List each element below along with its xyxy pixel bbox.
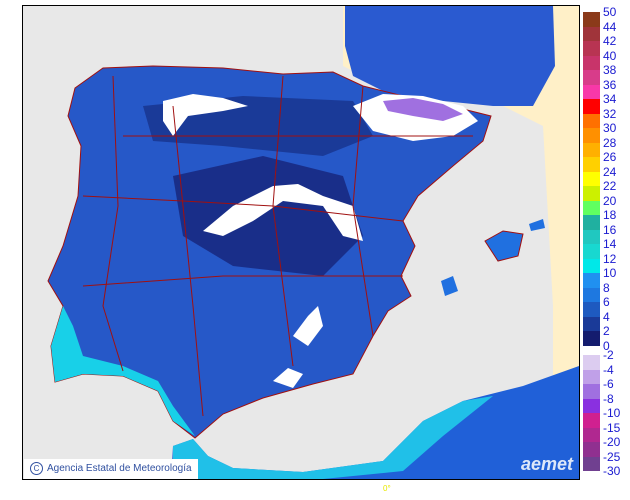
snow-south: [273, 368, 303, 388]
legend-bin: [583, 369, 600, 384]
legend-label: 4: [603, 309, 610, 324]
legend-label: 2: [603, 324, 610, 338]
legend-bin: [583, 258, 600, 273]
africa-land: [171, 366, 579, 479]
legend-label: -10: [603, 406, 621, 420]
legend-label: 16: [603, 222, 617, 237]
legend-label: 44: [603, 19, 617, 34]
province-borders: [82, 75, 473, 417]
legend-label: 26: [603, 150, 617, 164]
ibiza: [441, 276, 458, 296]
legend-bin: [583, 355, 600, 370]
legend-label: 18: [603, 208, 617, 222]
legend-label: -8: [603, 391, 614, 406]
legend-label: -2: [603, 348, 614, 362]
legend-bin: [583, 142, 600, 157]
copyright-icon: C: [30, 462, 43, 475]
snow-central: [203, 184, 363, 241]
legend-bin: [583, 229, 600, 244]
legend-bin: [583, 84, 600, 99]
legend-label: -4: [603, 362, 614, 377]
legend-label: 24: [603, 164, 617, 179]
legend-bin: [583, 128, 600, 143]
legend-bin: [583, 157, 600, 172]
color-legend: [583, 12, 600, 471]
legend-label: 50: [603, 5, 617, 19]
legend-bin: [583, 70, 600, 85]
legend-bin: [583, 244, 600, 259]
legend-label: 42: [603, 34, 617, 48]
legend-bin: [583, 331, 600, 346]
legend-label: 20: [603, 193, 617, 208]
pyrenees-cold: [383, 98, 463, 121]
legend-bin: [583, 384, 600, 399]
legend-bin: [583, 99, 600, 114]
legend-label: -6: [603, 377, 614, 391]
legend-bin: [583, 287, 600, 302]
france-land: [345, 6, 555, 106]
legend-label: 30: [603, 121, 617, 135]
legend-bin: [583, 427, 600, 442]
mallorca: [484, 230, 524, 262]
legend-label: 34: [603, 92, 617, 106]
map-graphic: [47, 6, 579, 479]
legend-label: 40: [603, 48, 617, 63]
legend-bin: [583, 215, 600, 230]
temperature-map: C Agencia Estatal de Meteorología aemet: [22, 5, 580, 480]
menorca: [529, 219, 545, 231]
aemet-logo: aemet: [520, 454, 573, 474]
legend-label: 8: [603, 280, 610, 295]
legend-label: -15: [603, 420, 621, 435]
aemet-credit: C Agencia Estatal de Meteorología: [24, 459, 198, 479]
legend-bin: [583, 413, 600, 428]
legend-bin: [583, 41, 600, 56]
longitude-label: 0°: [383, 484, 391, 493]
legend-bin: [583, 171, 600, 186]
snow-pyrenees: [353, 94, 478, 141]
legend-label: 6: [603, 295, 610, 309]
snow-sierra-nevada: [293, 306, 323, 346]
africa-coast: [173, 396, 493, 479]
legend-bin: [583, 26, 600, 41]
legend-label: 36: [603, 77, 617, 92]
legend-label: 14: [603, 237, 617, 251]
legend-label: 0: [603, 338, 610, 353]
legend-bin: [583, 302, 600, 317]
legend-label: 12: [603, 251, 617, 266]
legend-bin: [583, 200, 600, 215]
legend-bin: [583, 12, 600, 27]
snow-cantabrian: [163, 94, 248, 136]
legend-bin: [583, 55, 600, 70]
legend-bin: [583, 398, 600, 413]
central-dark-zone: [173, 156, 363, 276]
legend-label: 32: [603, 106, 617, 121]
legend-label: 38: [603, 63, 617, 77]
legend-bin: [583, 113, 600, 128]
legend-bin: [583, 273, 600, 288]
legend-bin: [583, 316, 600, 331]
legend-bin: [583, 186, 600, 201]
legend-bin: [583, 456, 600, 471]
legend-label: -20: [603, 435, 621, 449]
legend-label: 10: [603, 266, 617, 280]
legend-label: -25: [603, 449, 621, 464]
legend-label: 22: [603, 179, 617, 193]
legend-bin: [583, 442, 600, 457]
legend-label: 28: [603, 135, 617, 150]
credit-text: Agencia Estatal de Meteorología: [47, 463, 192, 474]
legend-label: -30: [603, 464, 621, 478]
